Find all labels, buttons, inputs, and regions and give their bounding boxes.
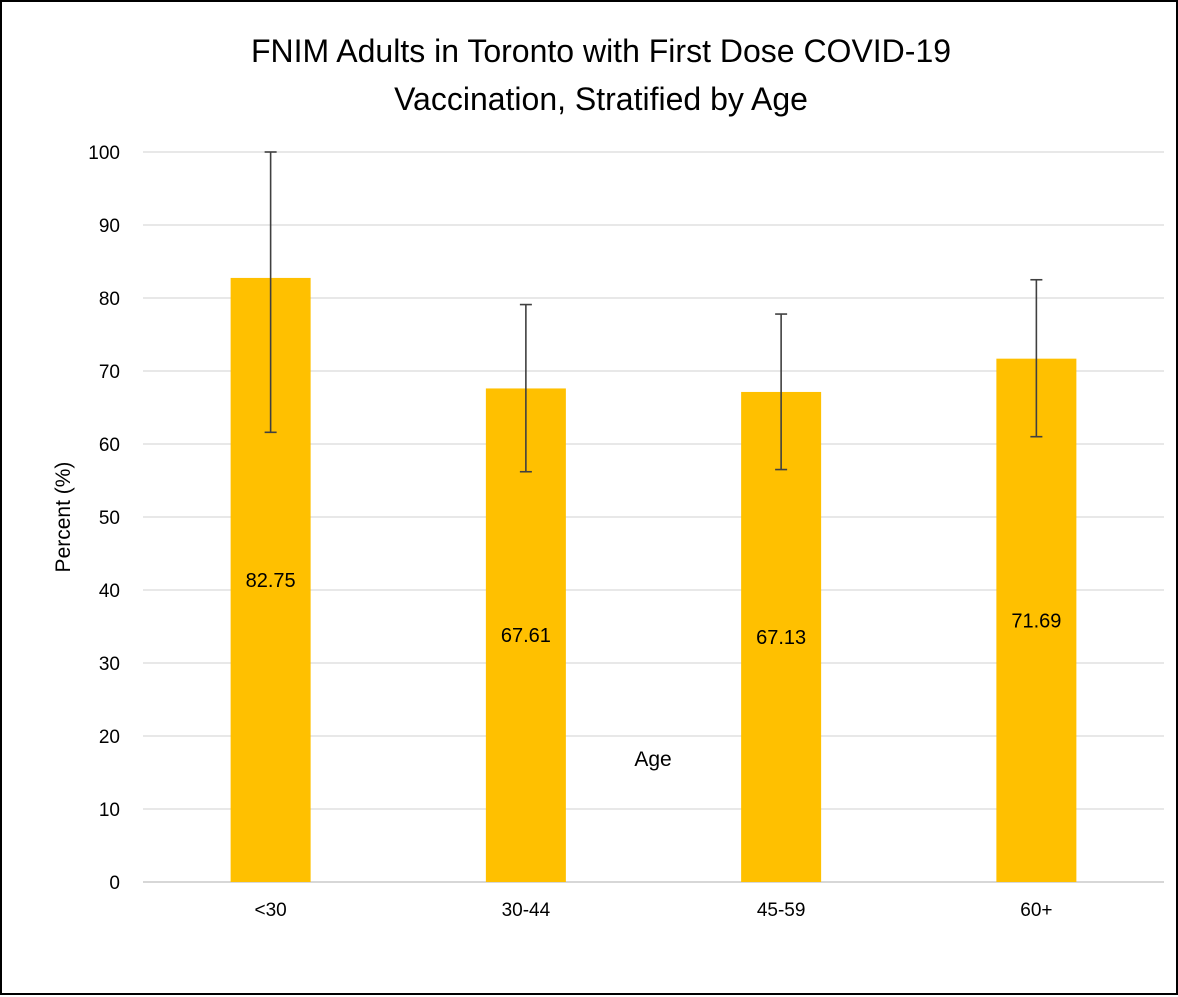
bar — [741, 391, 822, 882]
y-tick-label: 30 — [99, 654, 120, 675]
y-tick-label: 10 — [99, 800, 120, 821]
error-bar — [1030, 278, 1043, 438]
y-axis-title: Percent (%) — [52, 462, 75, 573]
y-tick-label: 40 — [99, 581, 120, 602]
y-tick-label: 100 — [88, 143, 120, 164]
y-tick-label: 70 — [99, 362, 120, 383]
chart-title-line-1: FNIM Adults in Toronto with First Dose C… — [251, 33, 951, 69]
y-axis-ticks: 0 10 20 30 40 50 60 70 80 90 100 — [88, 143, 120, 894]
error-bars — [264, 151, 1043, 473]
data-label: 67.13 — [756, 627, 806, 649]
bars — [230, 277, 1077, 883]
y-tick-label: 50 — [99, 508, 120, 529]
y-tick-label: 80 — [99, 289, 120, 310]
x-axis-title: Age — [634, 748, 671, 771]
error-bar — [775, 313, 788, 471]
error-bar — [519, 303, 532, 473]
y-tick-label: 90 — [99, 216, 120, 237]
y-tick-label: 60 — [99, 435, 120, 456]
data-label: 67.61 — [501, 625, 551, 647]
bar — [996, 358, 1077, 883]
x-tick-label: 30-44 — [502, 900, 551, 921]
error-bar — [264, 151, 277, 434]
gridlines — [143, 151, 1164, 883]
data-labels: 82.75 67.61 67.13 71.69 — [246, 570, 1062, 649]
x-tick-label: 45-59 — [757, 900, 806, 921]
x-axis-ticks: <30 30-44 45-59 60+ — [255, 900, 1053, 921]
data-label: 71.69 — [1011, 610, 1061, 632]
x-tick-label: <30 — [255, 900, 287, 921]
y-tick-label: 0 — [109, 873, 120, 894]
chart-title-line-2: Vaccination, Stratified by Age — [394, 81, 808, 117]
data-label: 82.75 — [246, 570, 296, 592]
y-tick-label: 20 — [99, 727, 120, 748]
x-tick-label: 60+ — [1020, 900, 1052, 921]
